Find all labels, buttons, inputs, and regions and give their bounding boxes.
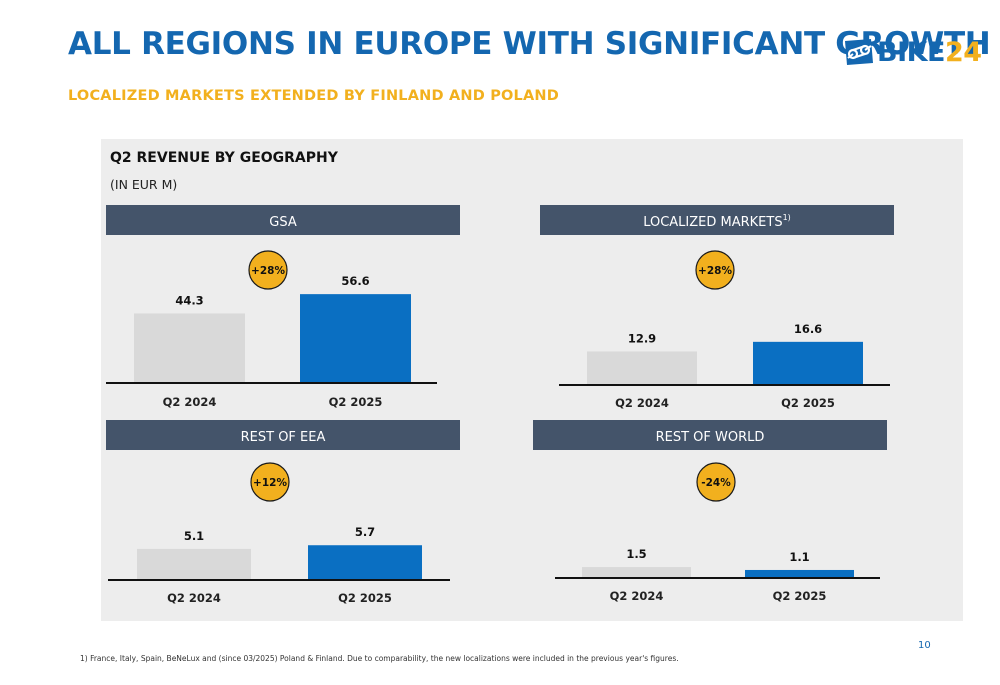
growth-badge-label: +28% [698, 265, 732, 277]
chart-header-bar [533, 420, 887, 450]
category-label: Q2 2025 [781, 396, 835, 410]
logo-text-24: 24 [945, 36, 982, 68]
footnote: 1) France, Italy, Spain, BeNeLux and (si… [80, 654, 679, 663]
region-chart-4: REST OF WORLD 1.5 Q2 2024 1.1 Q2 2025 -24% [533, 420, 887, 603]
bike-chain-icon [845, 39, 873, 65]
chart-header-title: LOCALIZED MARKETS1) [643, 213, 791, 230]
logo-text-bike: BIKE [877, 36, 946, 68]
category-label: Q2 2025 [329, 395, 383, 409]
category-label: Q2 2024 [167, 591, 221, 605]
growth-badge [696, 462, 736, 502]
panel-unit: (IN EUR M) [110, 177, 178, 192]
bar-value-label: 5.1 [184, 529, 204, 543]
bar-q2-2024 [134, 313, 245, 383]
growth-badge [250, 462, 290, 502]
chart-header-title: GSA [269, 215, 297, 230]
footnote-marker: 1) [783, 213, 791, 222]
category-label: Q2 2025 [773, 589, 827, 603]
growth-badge [248, 250, 288, 290]
bar-q2-2025 [745, 569, 854, 578]
bar-q2-2025 [753, 341, 863, 385]
page-subtitle: LOCALIZED MARKETS EXTENDED BY FINLAND AN… [68, 88, 559, 104]
region-chart-3: REST OF EEA 5.1 Q2 2024 5.7 Q2 2025 +12% [106, 420, 460, 605]
page-title: ALL REGIONS IN EUROPE WITH SIGNIFICANT G… [68, 26, 991, 62]
chart-header-bar [106, 420, 460, 450]
chart-header-title: REST OF WORLD [656, 430, 765, 445]
growth-badge [695, 250, 735, 290]
bar-value-label: 5.7 [355, 525, 375, 539]
category-label: Q2 2024 [610, 589, 664, 603]
panel-title: Q2 REVENUE BY GEOGRAPHY [110, 150, 338, 166]
category-label: Q2 2024 [615, 396, 669, 410]
growth-badge-label: +12% [253, 477, 287, 489]
bar-q2-2024 [137, 548, 251, 580]
bar-value-label: 1.1 [789, 550, 809, 564]
growth-badge-label: +28% [251, 265, 285, 277]
growth-badge-label: -24% [701, 477, 731, 489]
bar-value-label: 56.6 [341, 274, 369, 288]
chart-header-title: REST OF EEA [241, 430, 326, 445]
category-label: Q2 2024 [163, 395, 217, 409]
bar-q2-2025 [300, 294, 411, 383]
bar-q2-2024 [582, 567, 691, 578]
category-label: Q2 2025 [338, 591, 392, 605]
bar-value-label: 16.6 [794, 322, 822, 336]
bar-q2-2024 [587, 351, 697, 385]
bar-q2-2025 [308, 545, 422, 580]
region-chart-2: LOCALIZED MARKETS1) 12.9 Q2 2024 16.6 Q2 202… [540, 205, 894, 410]
page-number: 10 [918, 640, 931, 651]
bar-value-label: 44.3 [175, 293, 203, 307]
chart-header-bar [540, 205, 894, 235]
chart-header-bar [106, 205, 460, 235]
bar-value-label: 12.9 [628, 331, 656, 345]
region-chart-1: GSA 44.3 Q2 2024 56.6 Q2 2025 +28% [106, 205, 460, 409]
bar-value-label: 1.5 [626, 547, 646, 561]
bike24-logo: BIKE24 [843, 34, 982, 70]
